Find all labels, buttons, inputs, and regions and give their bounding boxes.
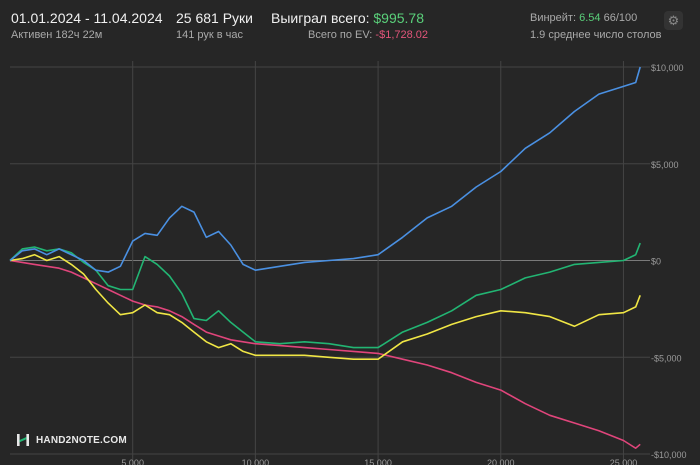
y-axis-labels: $10,000 $5,000 $0 -$5,000 -$10,000 [651, 63, 687, 460]
date-range[interactable]: 01.01.2024 - 11.04.2024 [11, 10, 163, 26]
green-series-line [9, 242, 641, 349]
y-tick-label: $5,000 [651, 160, 679, 170]
x-tick-label: 5,000 [121, 458, 144, 465]
hand2note-logo: HAND2NOTE.COM [16, 433, 127, 447]
y-tick-label: -$10,000 [651, 450, 687, 460]
total-ev: Всего по EV: -$1,728.02 [308, 29, 428, 41]
total-won-label: Выиграл всего: [271, 10, 370, 26]
header: 01.01.2024 - 11.04.2024 Активен 182ч 22м… [0, 0, 700, 50]
winrate-label: Винрейт: [530, 12, 577, 24]
winrate-value: 6.54 [579, 12, 601, 24]
blue-series-line [9, 66, 641, 273]
avg-tables: 1.9 среднее число столов [530, 29, 662, 41]
total-won: Выиграл всего: $995.78 [271, 10, 424, 26]
total-won-value: $995.78 [373, 10, 424, 26]
hand2note-logo-icon [17, 434, 29, 446]
x-tick-label: 10,000 [242, 458, 270, 465]
winrate: Винрейт: 6.54 66/100 [530, 12, 637, 24]
y-tick-label: $10,000 [651, 63, 684, 73]
y-tick-label: $0 [651, 257, 661, 267]
total-ev-value: -$1,728.02 [375, 29, 429, 41]
x-tick-label: 20,000 [487, 458, 515, 465]
chart-grid [10, 61, 650, 465]
hands-count: 25 681 Руки [176, 10, 253, 26]
pink-series-line [9, 259, 641, 450]
active-time: Активен 182ч 22м [11, 29, 103, 41]
yellow-series-line [9, 253, 641, 361]
x-tick-label: 25,000 [610, 458, 638, 465]
total-ev-label: Всего по EV: [308, 29, 373, 41]
winrate-suffix: 66/100 [603, 12, 638, 24]
x-axis-labels: 5,000 10,000 15,000 20,000 25,000 [121, 458, 637, 465]
gear-icon[interactable]: ⚙ [664, 11, 683, 30]
chart-lines [9, 66, 641, 450]
x-tick-label: 15,000 [364, 458, 392, 465]
logo-text: HAND2NOTE.COM [36, 434, 127, 446]
hands-per-hour: 141 рук в час [176, 29, 244, 41]
y-tick-label: -$5,000 [651, 353, 682, 363]
